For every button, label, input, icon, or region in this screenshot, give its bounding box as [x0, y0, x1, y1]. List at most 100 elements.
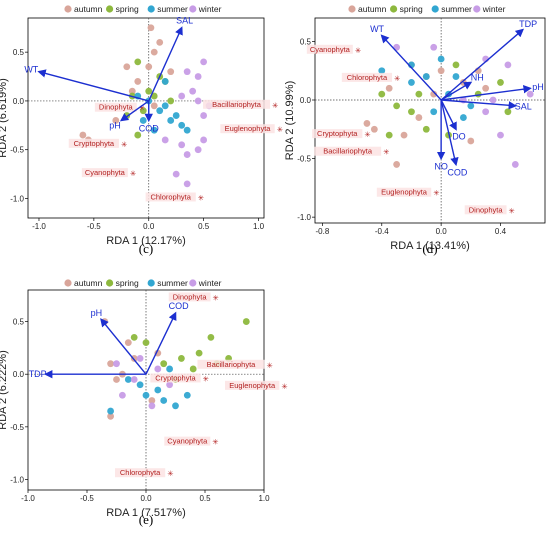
species-label-cryptophyta: Cryptophyta — [155, 373, 196, 382]
y-tick-label: -1.0 — [10, 194, 24, 203]
point-summer — [161, 102, 169, 110]
species-label-bg — [145, 192, 196, 202]
species-marker: ✳ — [130, 169, 137, 178]
point-spring — [178, 355, 185, 362]
species-marker: ✳ — [212, 438, 219, 447]
y-tick-label: -0.5 — [297, 155, 311, 164]
point-spring — [408, 108, 415, 116]
point-winter — [497, 131, 504, 139]
vector-label-wt: WT — [24, 64, 38, 74]
x-tick-label: 0.0 — [140, 494, 152, 503]
vector-ph — [100, 318, 147, 375]
point-spring — [422, 125, 430, 133]
point-autumn — [107, 360, 114, 368]
y-axis-label: RDA 2 (10.99%) — [284, 81, 296, 160]
point-winter — [183, 151, 191, 158]
point-winter — [178, 141, 186, 149]
x-tick-label: -0.5 — [87, 222, 101, 231]
y-tick-label: 0.5 — [300, 37, 312, 46]
y-tick-label: -1.0 — [10, 475, 24, 484]
species-label-bg — [314, 146, 382, 156]
vector-ph — [119, 100, 150, 122]
point-winter — [200, 136, 208, 144]
point-winter — [482, 108, 490, 116]
y-tick-label: -0.5 — [10, 423, 24, 432]
point-autumn — [112, 117, 120, 124]
species-label-bg — [164, 436, 211, 446]
point-autumn — [363, 120, 371, 127]
species-label-bg — [312, 129, 363, 139]
legend-marker-autumn — [64, 5, 72, 13]
point-winter — [136, 355, 144, 362]
point-summer — [437, 55, 445, 63]
point-autumn — [167, 68, 175, 76]
species-marker: ✳ — [203, 374, 210, 383]
point-winter — [119, 391, 126, 399]
point-autumn — [400, 131, 408, 139]
point-summer — [378, 67, 386, 75]
point-spring — [497, 79, 504, 86]
point-summer — [160, 397, 168, 404]
point-winter — [194, 73, 202, 80]
species-label-cyanophyta: Cyanophyta — [85, 168, 126, 177]
x-tick-label: 0.0 — [143, 222, 155, 231]
point-autumn — [148, 397, 156, 404]
point-summer — [183, 391, 191, 399]
point-autumn — [415, 114, 423, 121]
point-summer — [183, 126, 191, 134]
points-group — [363, 43, 534, 168]
legend-label-spring: spring — [400, 4, 423, 14]
legend-marker-winter — [189, 5, 197, 13]
species-label-chlorophyta: Chlorophyta — [120, 468, 161, 477]
species-label-bg — [81, 168, 128, 178]
point-summer — [467, 102, 475, 110]
vector-sal — [441, 99, 517, 110]
point-winter — [183, 68, 191, 76]
legend-label-summer: summer — [441, 4, 472, 14]
y-tick-label: 0.0 — [13, 97, 25, 106]
point-winter — [200, 58, 208, 66]
species-label-dinophyta: Dinophyta — [99, 103, 134, 112]
point-spring — [134, 58, 142, 66]
species-marker: ✳ — [277, 125, 284, 134]
vector-sal — [148, 26, 183, 102]
x-tick-label: 0.5 — [198, 222, 210, 231]
legend-marker-autumn — [348, 5, 356, 13]
point-summer — [150, 126, 158, 134]
point-summer — [172, 402, 179, 410]
point-spring — [415, 90, 423, 98]
vector-wt — [37, 69, 149, 102]
vector-label-wt: WT — [370, 24, 384, 34]
point-winter — [194, 97, 202, 105]
vector-label-sal: SAL — [176, 15, 193, 25]
point-spring — [142, 339, 150, 347]
species-label-bg — [464, 205, 507, 215]
legend-label-autumn: autumn — [74, 4, 103, 14]
x-tick-label: 1.0 — [258, 494, 270, 503]
legend-label-winter: winter — [482, 4, 506, 14]
point-spring — [145, 87, 153, 95]
point-winter — [489, 96, 497, 104]
x-tick-label: -0.5 — [80, 494, 94, 503]
point-summer — [136, 381, 144, 389]
vector-label-cod: COD — [169, 301, 190, 311]
point-autumn — [370, 125, 378, 133]
species-label-chlorophyta: Chlorophyta — [150, 192, 191, 201]
point-summer — [430, 108, 438, 116]
y-axis-label: RDA 2 (6.619%) — [0, 78, 9, 157]
vector-tdp — [440, 28, 525, 101]
point-spring — [195, 349, 203, 357]
species-marker: ✳ — [509, 206, 516, 215]
species-label-bg — [168, 292, 211, 302]
point-winter — [189, 87, 197, 95]
point-spring — [189, 365, 197, 373]
point-autumn — [113, 376, 120, 383]
point-summer — [142, 391, 150, 399]
x-tick-label: -1.0 — [21, 494, 35, 503]
y-tick-label: -1.0 — [297, 213, 311, 222]
species-label-euglenophyta: Euglenophyta — [225, 124, 272, 133]
x-tick-label: 0.0 — [436, 227, 448, 236]
x-tick-label: -0.4 — [375, 227, 389, 236]
x-tick-label: 0.4 — [495, 227, 507, 236]
point-autumn — [385, 84, 393, 92]
